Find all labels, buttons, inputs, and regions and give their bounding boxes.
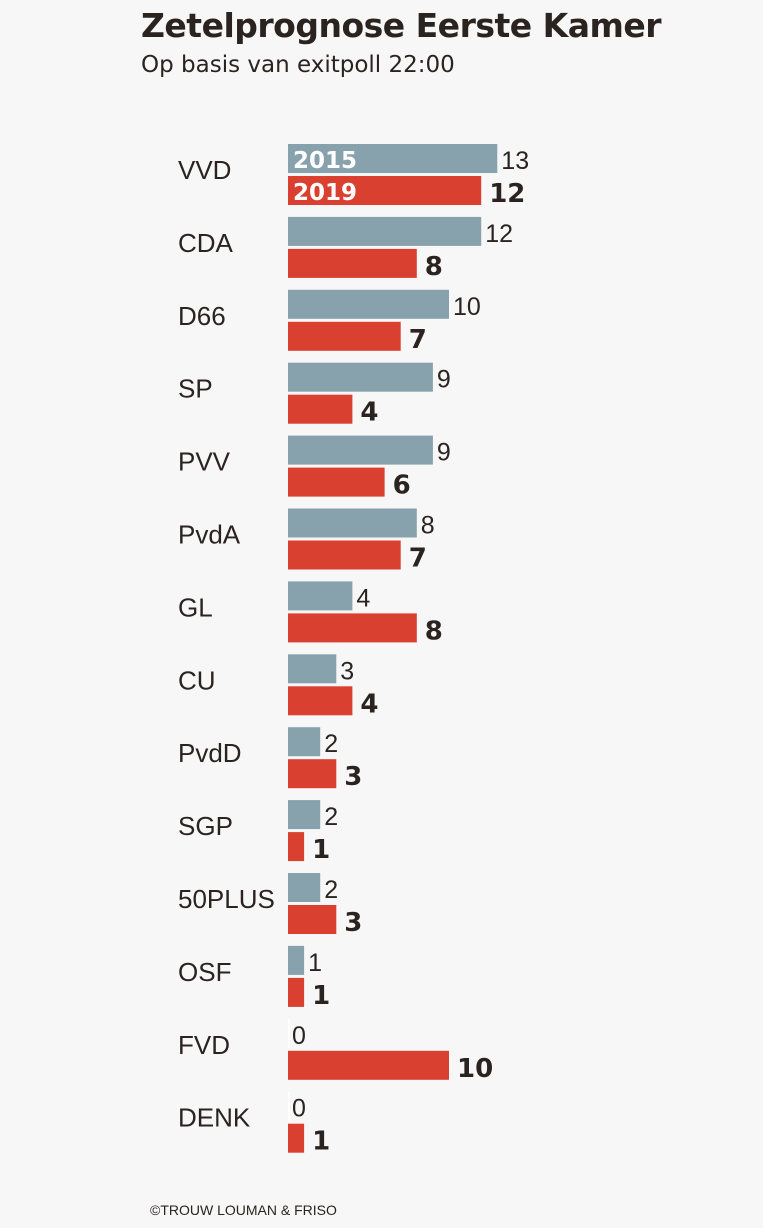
bar-2019-pvdd [288, 759, 337, 789]
value-label-2019-sgp: 1 [312, 835, 330, 865]
value-label-2019-cu: 4 [360, 689, 378, 719]
bar-2019-d66 [288, 321, 401, 351]
category-label-pvda: PvdA [178, 520, 241, 550]
bar-2019-gl [288, 613, 417, 643]
bar-2019-pvv [288, 467, 385, 497]
category-label-fvd: FVD [178, 1030, 230, 1060]
bar-2015-osf [288, 945, 305, 975]
value-label-2015-sgp: 2 [324, 803, 338, 831]
value-label-2015-denk: 0 [292, 1095, 306, 1123]
bar-2015-pvdd [288, 727, 321, 757]
bar-2015-sgp [288, 800, 321, 830]
value-label-2015-vvd: 13 [501, 147, 529, 175]
bar-2015-d66 [288, 289, 449, 319]
bar-2015-pvda [288, 508, 417, 538]
value-label-2019-pvdd: 3 [344, 762, 362, 792]
value-label-2019-d66: 7 [409, 325, 427, 355]
bar-2019-cda [288, 248, 417, 278]
category-label-cda: CDA [178, 228, 234, 258]
value-label-2019-fvd: 10 [457, 1054, 493, 1084]
bar-2015-gl [288, 581, 353, 611]
category-label-pvv: PVV [178, 447, 231, 477]
bar-2015-pvv [288, 435, 433, 465]
value-label-2019-50plus: 3 [344, 908, 362, 938]
bar-2019-sp [288, 394, 353, 424]
bar-2015-vvd [288, 144, 498, 173]
value-label-2015-gl: 4 [356, 584, 370, 612]
category-label-vvd: VVD [178, 155, 231, 185]
category-label-denk: DENK [178, 1103, 251, 1133]
category-label-osf: OSF [178, 957, 231, 987]
category-label-cu: CU [178, 665, 216, 695]
value-label-2015-sp: 9 [437, 366, 451, 394]
value-label-2015-d66: 10 [453, 293, 481, 321]
bar-2015-50plus [288, 873, 321, 902]
bar-2019-cu [288, 686, 353, 716]
value-label-2015-cda: 12 [485, 220, 513, 248]
category-label-pvdd: PvdD [178, 738, 242, 768]
value-label-2019-denk: 1 [312, 1127, 330, 1157]
value-label-2019-osf: 1 [312, 981, 330, 1011]
bar-2019-sgp [288, 832, 305, 862]
value-label-2019-gl: 8 [425, 616, 443, 646]
category-label-d66: D66 [178, 301, 226, 331]
value-label-2019-sp: 4 [360, 398, 378, 428]
bar-2015-cda [288, 216, 482, 246]
legend-label-2015: 2015 [293, 148, 357, 174]
bar-2019-50plus [288, 905, 337, 934]
value-label-2019-vvd: 12 [489, 179, 525, 209]
value-label-2015-pvdd: 2 [324, 730, 338, 758]
value-label-2015-cu: 3 [340, 657, 354, 685]
bar-2015-sp [288, 362, 433, 392]
value-label-2015-pvv: 9 [437, 439, 451, 467]
bar-2019-fvd [288, 1050, 449, 1080]
legend-label-2019: 2019 [293, 180, 357, 206]
value-label-2015-osf: 1 [308, 949, 322, 977]
value-label-2019-cda: 8 [425, 252, 443, 282]
value-label-2015-50plus: 2 [324, 876, 338, 904]
category-label-gl: GL [178, 592, 213, 622]
bar-2019-vvd [288, 176, 482, 205]
credit-line: ©TROUW LOUMAN & FRISO [150, 1202, 337, 1218]
value-label-2015-fvd: 0 [292, 1022, 306, 1050]
bar-2019-osf [288, 977, 305, 1007]
value-label-2019-pvv: 6 [393, 471, 411, 501]
bar-2019-pvda [288, 540, 401, 570]
value-label-2019-pvda: 7 [409, 544, 427, 574]
page-subtitle: Op basis van exitpoll 22:00 [141, 52, 455, 78]
category-label-sgp: SGP [178, 811, 233, 841]
bar-2015-cu [288, 654, 337, 684]
category-label-sp: SP [178, 374, 213, 404]
value-label-2015-pvda: 8 [421, 512, 435, 540]
category-label-50plus: 50PLUS [178, 884, 275, 914]
bar-2019-denk [288, 1123, 305, 1153]
page-title: Zetelprognose Eerste Kamer [141, 6, 662, 45]
